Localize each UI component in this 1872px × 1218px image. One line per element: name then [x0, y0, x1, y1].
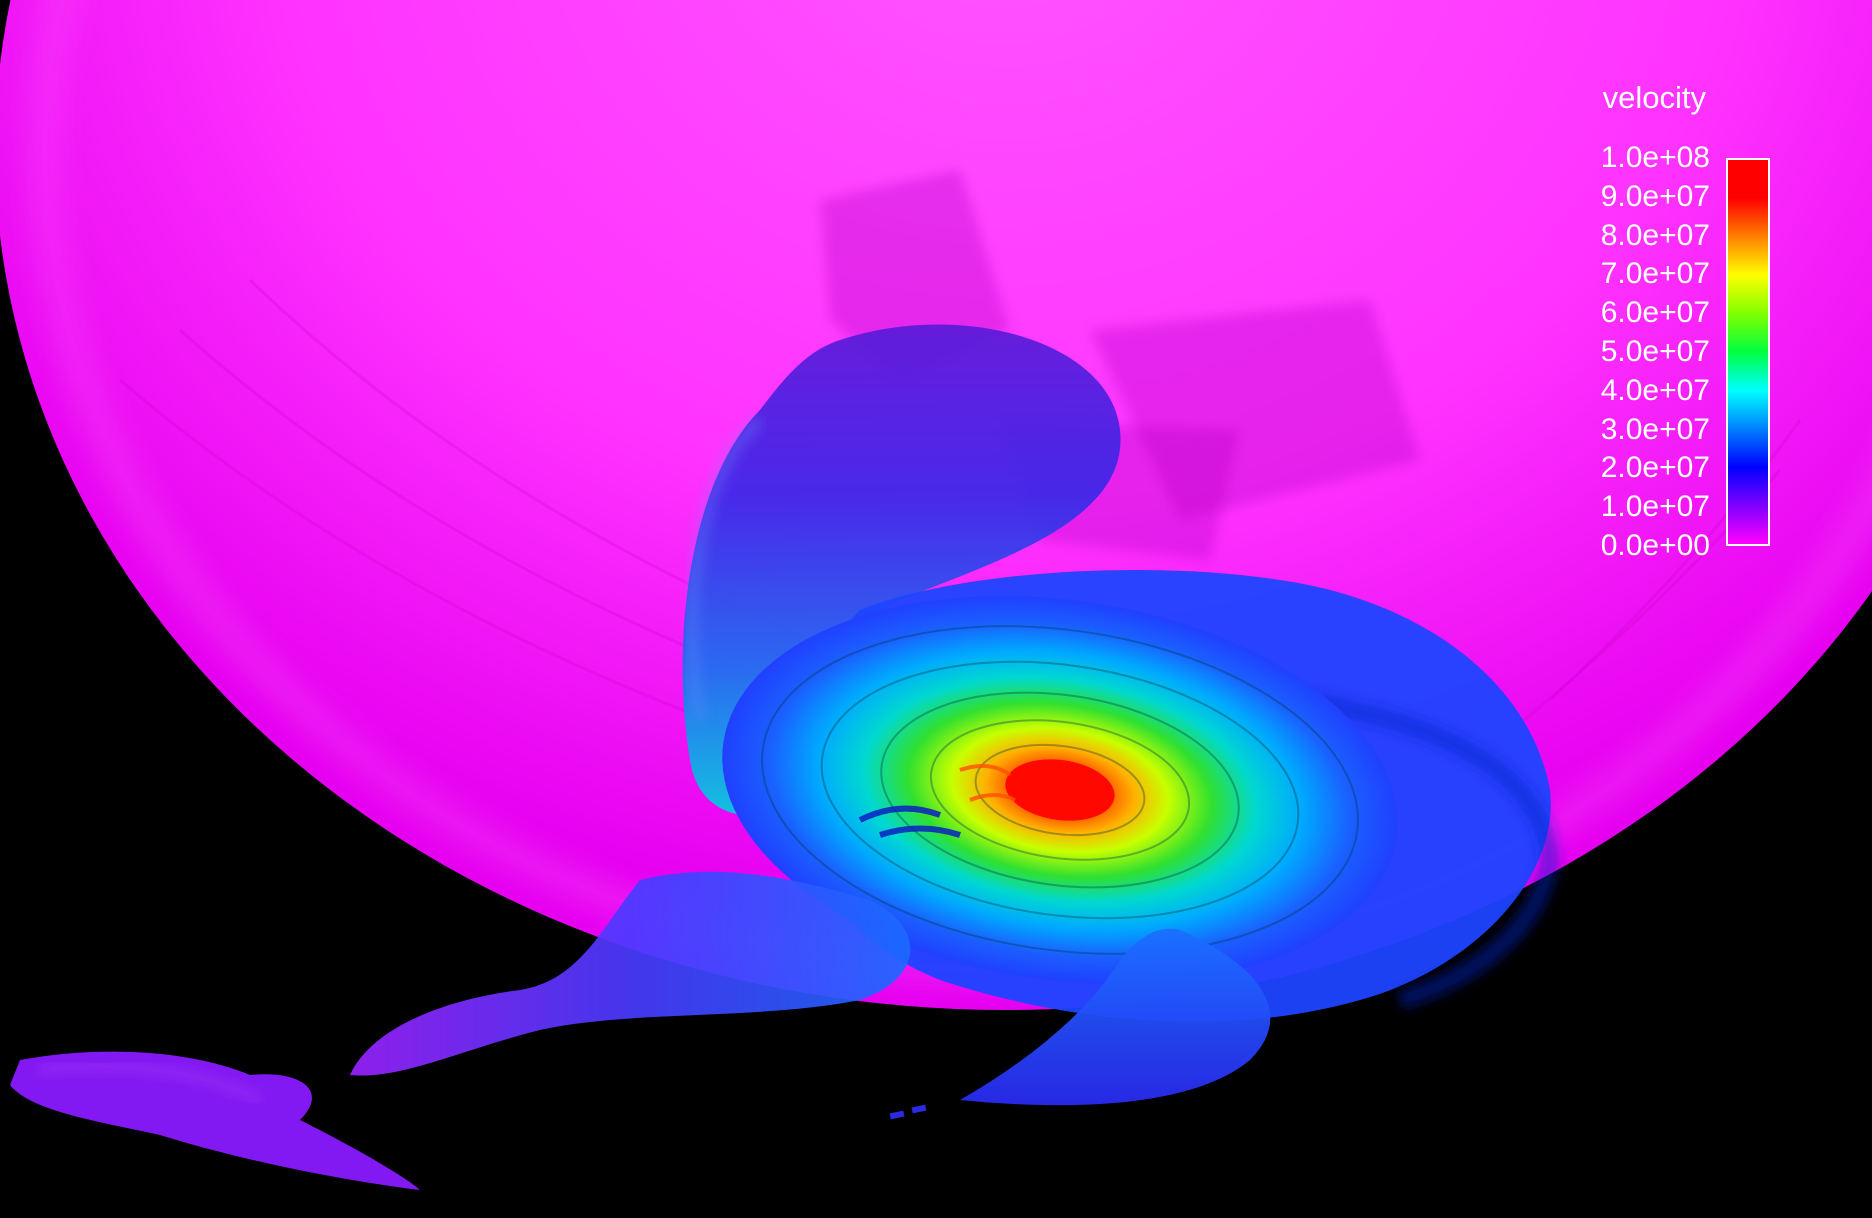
colorbar-tick-label: 0.0e+00 — [1600, 529, 1710, 562]
colorbar-tick-label: 1.0e+07 — [1600, 490, 1710, 524]
colorbar-tick-label: 1.0e+08 — [1600, 141, 1710, 174]
velocity-colorbar: velocity 1.0e+08 9.0e+07 8.0e+07 7.0e+07… — [1560, 78, 1840, 562]
disk-inner — [722, 595, 1398, 985]
colorbar-tick-label: 3.0e+07 — [1600, 412, 1710, 446]
colorbar-gradient — [1726, 158, 1770, 546]
tidal-tail — [10, 871, 911, 1190]
colorbar-ticks: 1.0e+08 9.0e+07 8.0e+07 7.0e+07 6.0e+07 … — [1560, 141, 1710, 562]
colorbar-tick-label: 4.0e+07 — [1600, 373, 1710, 407]
disk-leg — [889, 928, 1271, 1120]
colorbar-tick-label: 6.0e+07 — [1600, 296, 1710, 330]
colorbar-tick-label: 7.0e+07 — [1600, 257, 1710, 291]
colorbar-tick-label: 5.0e+07 — [1600, 335, 1710, 368]
colorbar-tick-label: 8.0e+07 — [1600, 218, 1710, 252]
colorbar-tick-label: 2.0e+07 — [1600, 451, 1710, 485]
colorbar-title: velocity — [1602, 80, 1706, 115]
colorbar-tick-label: 9.0e+07 — [1600, 179, 1710, 213]
